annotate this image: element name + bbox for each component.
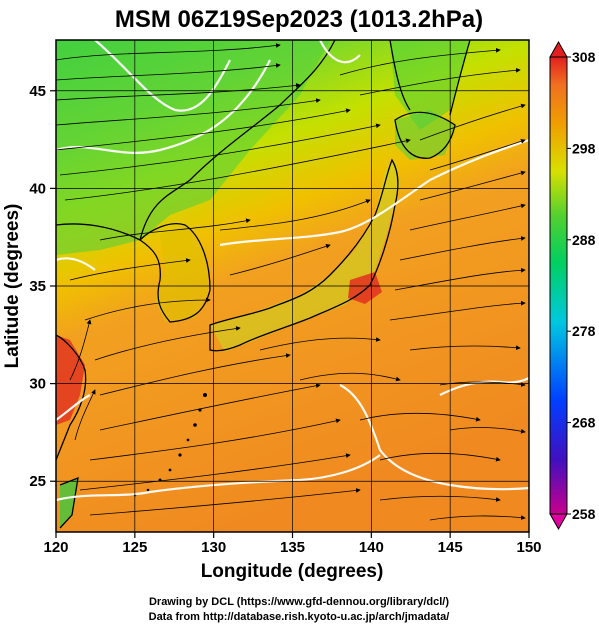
taiwan-land <box>60 478 78 528</box>
colorbar-top-triangle <box>549 40 568 58</box>
coastline <box>56 40 336 241</box>
x-axis-ticks: 120 125 130 135 140 145 150 <box>43 532 542 556</box>
colorbar: 308 298 288 278 268 258 <box>549 40 596 531</box>
colorbar-ticks: 308 298 288 278 268 258 <box>567 49 596 522</box>
x-axis-title: Longitude (degrees) <box>201 561 384 582</box>
colorbar-tick-label: 258 <box>572 506 596 522</box>
x-tick-label: 125 <box>122 539 147 556</box>
y-axis-ticks: 25 30 35 40 45 <box>29 83 56 490</box>
colorbar-tick-label: 278 <box>572 323 596 339</box>
colorbar-tick-label: 288 <box>572 232 596 248</box>
y-tick-label: 40 <box>29 180 46 197</box>
northeast-asia-land <box>56 40 330 255</box>
credit-data: Data from http://database.rish.kyoto-u.a… <box>149 611 450 623</box>
x-tick-label: 140 <box>359 539 384 556</box>
colorbar-frame <box>549 56 568 515</box>
x-tick-label: 135 <box>280 539 305 556</box>
colorbar-tick-label: 298 <box>572 140 596 156</box>
credit-drawing: Drawing by DCL (https://www.gfd-dennou.o… <box>149 596 449 608</box>
coastline <box>394 111 456 159</box>
hokkaido-land <box>395 110 455 160</box>
x-tick-label: 120 <box>43 539 68 556</box>
coastline <box>209 158 399 352</box>
y-axis-title: Latitude (degrees) <box>2 204 23 369</box>
wind-streamlines <box>56 43 526 521</box>
x-tick-label: 150 <box>516 539 541 556</box>
y-tick-label: 30 <box>29 376 46 393</box>
lat-lon-grid <box>56 40 529 532</box>
y-tick-label: 35 <box>29 278 46 295</box>
temperature-field <box>56 40 529 532</box>
coastline <box>138 223 211 323</box>
y-tick-label: 25 <box>29 473 46 490</box>
colorbar-bottom-triangle <box>549 513 568 531</box>
map-title: MSM 06Z19Sep2023 (1013.2hPa) <box>115 6 483 33</box>
coastline <box>389 40 471 116</box>
colorbar-tick-label: 268 <box>572 415 596 431</box>
korea-land <box>155 225 210 322</box>
x-tick-label: 130 <box>201 539 226 556</box>
y-tick-label: 45 <box>29 83 46 100</box>
x-tick-label: 145 <box>438 539 463 556</box>
colorbar-tick-label: 308 <box>572 49 596 65</box>
isotherm-contours <box>56 40 529 502</box>
japan-land <box>210 160 400 352</box>
china-coast-hot-spot <box>56 335 85 425</box>
colorbar-fill <box>550 57 567 514</box>
